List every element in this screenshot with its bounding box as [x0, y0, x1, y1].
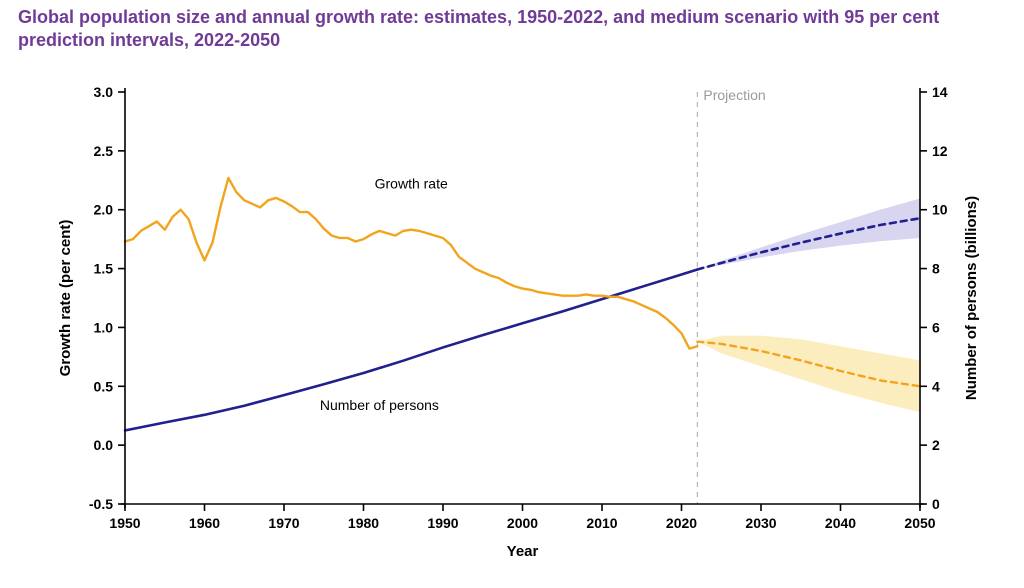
x-tick-label: 1990: [427, 515, 458, 531]
y-left-tick-label: 0.0: [94, 437, 114, 453]
chart-background: [50, 72, 990, 572]
page: Global population size and annual growth…: [0, 0, 1024, 588]
y-left-tick-label: 2.5: [94, 143, 114, 159]
y-right-tick-label: 4: [932, 378, 940, 394]
x-tick-label: 2050: [904, 515, 935, 531]
x-tick-label: 1950: [109, 515, 140, 531]
y-left-tick-label: 0.5: [94, 378, 114, 394]
y-left-tick-label: -0.5: [89, 496, 113, 512]
y-right-tick-label: 8: [932, 261, 940, 277]
x-tick-label: 2040: [825, 515, 856, 531]
y-left-axis-title: Growth rate (per cent): [57, 220, 74, 377]
x-tick-label: 1960: [189, 515, 220, 531]
population-growth-chart: Projection Growth rate Number of persons -0…: [50, 72, 990, 572]
y-left-tick-label: 1.0: [94, 319, 114, 335]
y-right-tick-label: 12: [932, 143, 948, 159]
x-tick-label: 2010: [586, 515, 617, 531]
population-series-label: Number of persons: [320, 397, 439, 413]
x-tick-label: 2020: [666, 515, 697, 531]
y-right-tick-label: 10: [932, 202, 948, 218]
y-left-tick-label: 2.0: [94, 202, 114, 218]
x-tick-label: 1970: [268, 515, 299, 531]
projection-label: Projection: [703, 87, 765, 103]
x-tick-label: 2000: [507, 515, 538, 531]
y-right-tick-label: 14: [932, 84, 948, 100]
y-left-tick-label: 3.0: [94, 84, 114, 100]
x-tick-label: 2030: [745, 515, 776, 531]
y-right-tick-label: 2: [932, 437, 940, 453]
y-right-tick-label: 0: [932, 496, 940, 512]
x-tick-label: 1980: [348, 515, 379, 531]
y-left-tick-label: 1.5: [94, 261, 114, 277]
growth-rate-series-label: Growth rate: [375, 176, 448, 192]
chart-container: Projection Growth rate Number of persons -0…: [50, 72, 990, 572]
y-right-tick-label: 6: [932, 319, 940, 335]
x-axis-title: Year: [507, 543, 539, 560]
chart-title: Global population size and annual growth…: [18, 6, 1000, 53]
y-right-axis-title: Number of persons (billions): [963, 196, 980, 400]
